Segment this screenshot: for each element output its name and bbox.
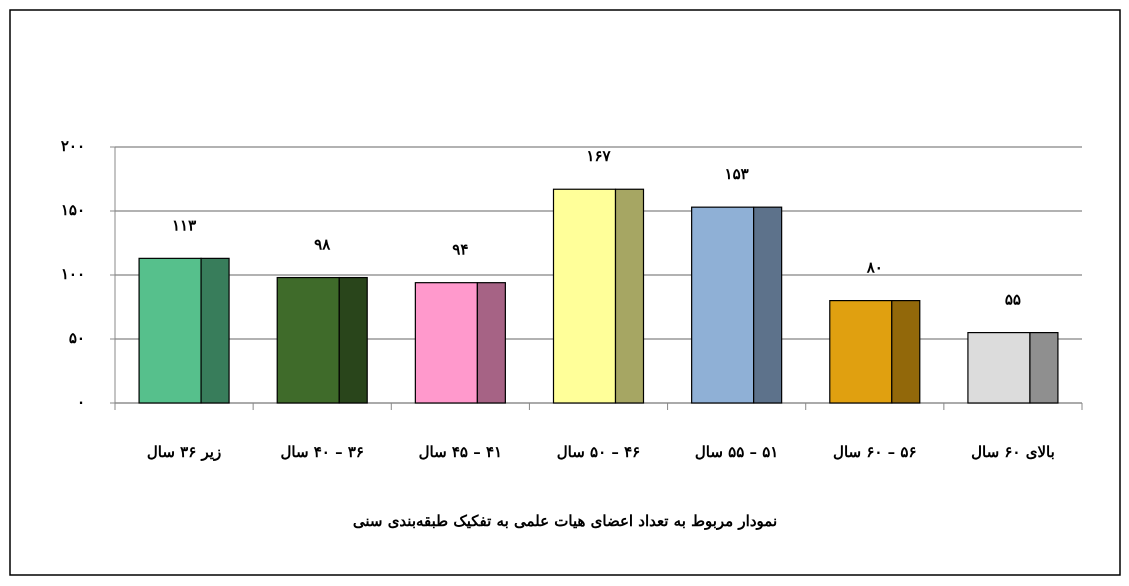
bar-side	[338, 276, 368, 404]
x-tick-label: ۳۶ – ۴۰ سال	[280, 443, 363, 461]
y-tick-label: ۱۰۰	[61, 265, 85, 283]
y-tick-label: ۱۵۰	[61, 201, 85, 219]
x-tick-label: زیر ۳۶ سال	[147, 443, 221, 461]
x-tick-label: ۵۱ – ۵۵ سال	[695, 443, 778, 461]
x-tick-label: ۴۶ – ۵۰ سال	[557, 443, 640, 461]
bar	[414, 282, 478, 404]
bar-side-shade	[1029, 332, 1058, 403]
bar-side	[476, 282, 506, 404]
bar-side	[753, 206, 783, 404]
value-label: ۹۴	[452, 241, 468, 259]
bar-side-shade	[339, 277, 368, 403]
value-label: ۵۵	[1005, 291, 1021, 309]
x-tick-label: ۴۱ – ۴۵ سال	[419, 443, 502, 461]
value-label: ۱۶۷	[586, 147, 611, 165]
bar-side-shade	[891, 300, 920, 403]
value-label: ۱۵۳	[725, 165, 749, 183]
bar-side	[1029, 332, 1059, 404]
chart-title: نمودار مربوط به تعداد اعضای هیات علمی به…	[353, 512, 777, 530]
y-tick-label: ۰	[77, 393, 85, 411]
bar-side	[200, 257, 230, 404]
y-tick-label: ۵۰	[69, 329, 85, 347]
x-tick-label: ۵۶ – ۶۰ سال	[833, 443, 916, 461]
y-tick-label: ۲۰۰	[61, 137, 85, 155]
value-label: ۱۱۳	[172, 216, 196, 234]
bar	[691, 206, 755, 404]
bar	[967, 332, 1031, 404]
value-label: ۹۸	[314, 236, 331, 254]
bar-side-shade	[615, 189, 644, 403]
bar	[276, 276, 340, 404]
bar	[552, 188, 617, 404]
bar-side	[614, 188, 645, 404]
bar-side-shade	[477, 282, 506, 403]
bar-side	[891, 300, 921, 404]
bar-side-shade	[201, 258, 230, 403]
value-label: ۸۰	[866, 259, 883, 277]
bar	[829, 300, 893, 404]
bar	[138, 257, 202, 404]
bar-side-shade	[753, 207, 782, 403]
x-tick-label: بالای ۶۰ سال	[971, 443, 1055, 461]
